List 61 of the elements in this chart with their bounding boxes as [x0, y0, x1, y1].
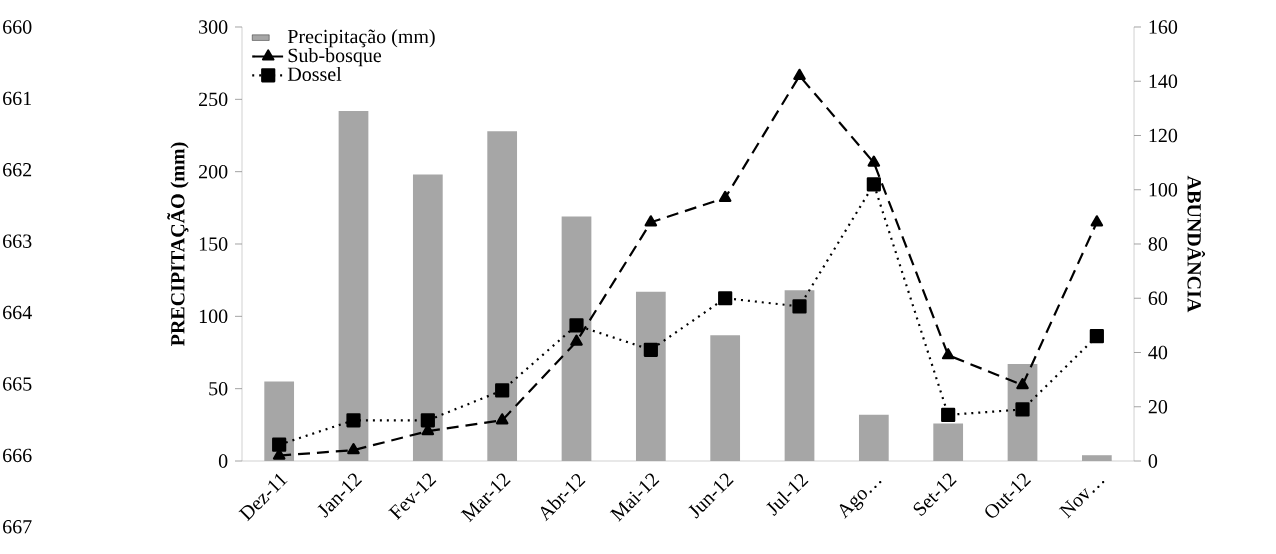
point — [1015, 402, 1030, 417]
text: 662 — [3, 163, 32, 177]
point — [569, 318, 584, 333]
point — [644, 215, 658, 227]
point — [867, 155, 881, 167]
point — [346, 413, 361, 428]
point — [793, 68, 806, 80]
text: 663 — [3, 234, 32, 248]
point — [718, 291, 733, 306]
text: 665 — [3, 377, 32, 391]
point — [570, 334, 583, 346]
y-tick-label: 300 — [199, 20, 228, 34]
y2-tick-label: 20 — [1148, 400, 1168, 414]
legend-label: Precipitação (mm) — [287, 29, 435, 48]
y2-tick-label: 0 — [1148, 454, 1158, 468]
point — [1089, 329, 1104, 344]
y2-tick-label: 40 — [1148, 345, 1168, 360]
y-tick-label: 100 — [199, 309, 228, 324]
y2-tick-label: 60 — [1148, 291, 1168, 305]
bar — [338, 110, 369, 461]
bar — [561, 216, 592, 461]
point — [495, 383, 510, 398]
text: 660 — [3, 20, 32, 34]
text: 661 — [3, 91, 31, 106]
y-tick-label: 200 — [199, 164, 228, 179]
bar — [933, 423, 964, 461]
bar — [710, 335, 741, 461]
point — [347, 443, 360, 455]
y2-tick-label: 80 — [1148, 237, 1168, 251]
point — [1090, 215, 1104, 227]
y-tick-label: 50 — [209, 381, 228, 396]
point — [941, 348, 955, 360]
y2-tick-label: 120 — [1149, 128, 1178, 143]
y2-tick-label: 140 — [1149, 74, 1178, 88]
point — [941, 407, 956, 422]
bar — [412, 174, 443, 461]
text: 667 — [3, 520, 32, 534]
y-axis-title: PRECIPITAÇÃO (mm) — [167, 142, 189, 346]
point — [643, 342, 658, 357]
bar — [487, 131, 518, 461]
bar — [635, 291, 666, 461]
legend-label: Sub-bosque — [288, 48, 382, 67]
y-tick-label: 0 — [218, 454, 228, 468]
bar — [784, 290, 815, 461]
y2-tick-label: 160 — [1149, 20, 1178, 34]
legend-label: Dossel — [287, 66, 342, 81]
point — [1016, 377, 1029, 390]
bar — [858, 414, 889, 461]
point — [420, 413, 435, 428]
bar — [1081, 455, 1112, 461]
point — [866, 177, 881, 192]
y2-tick-label: 100 — [1149, 183, 1178, 197]
y-tick-label: 250 — [199, 92, 228, 107]
text: 664 — [3, 305, 32, 320]
y-tick-label: 150 — [199, 237, 228, 251]
point — [272, 437, 287, 452]
y2-axis-title: ABUNDÂNCIA — [1187, 175, 1205, 313]
text: 666 — [3, 448, 32, 463]
point — [718, 190, 732, 202]
point — [792, 299, 807, 314]
point — [495, 413, 509, 425]
